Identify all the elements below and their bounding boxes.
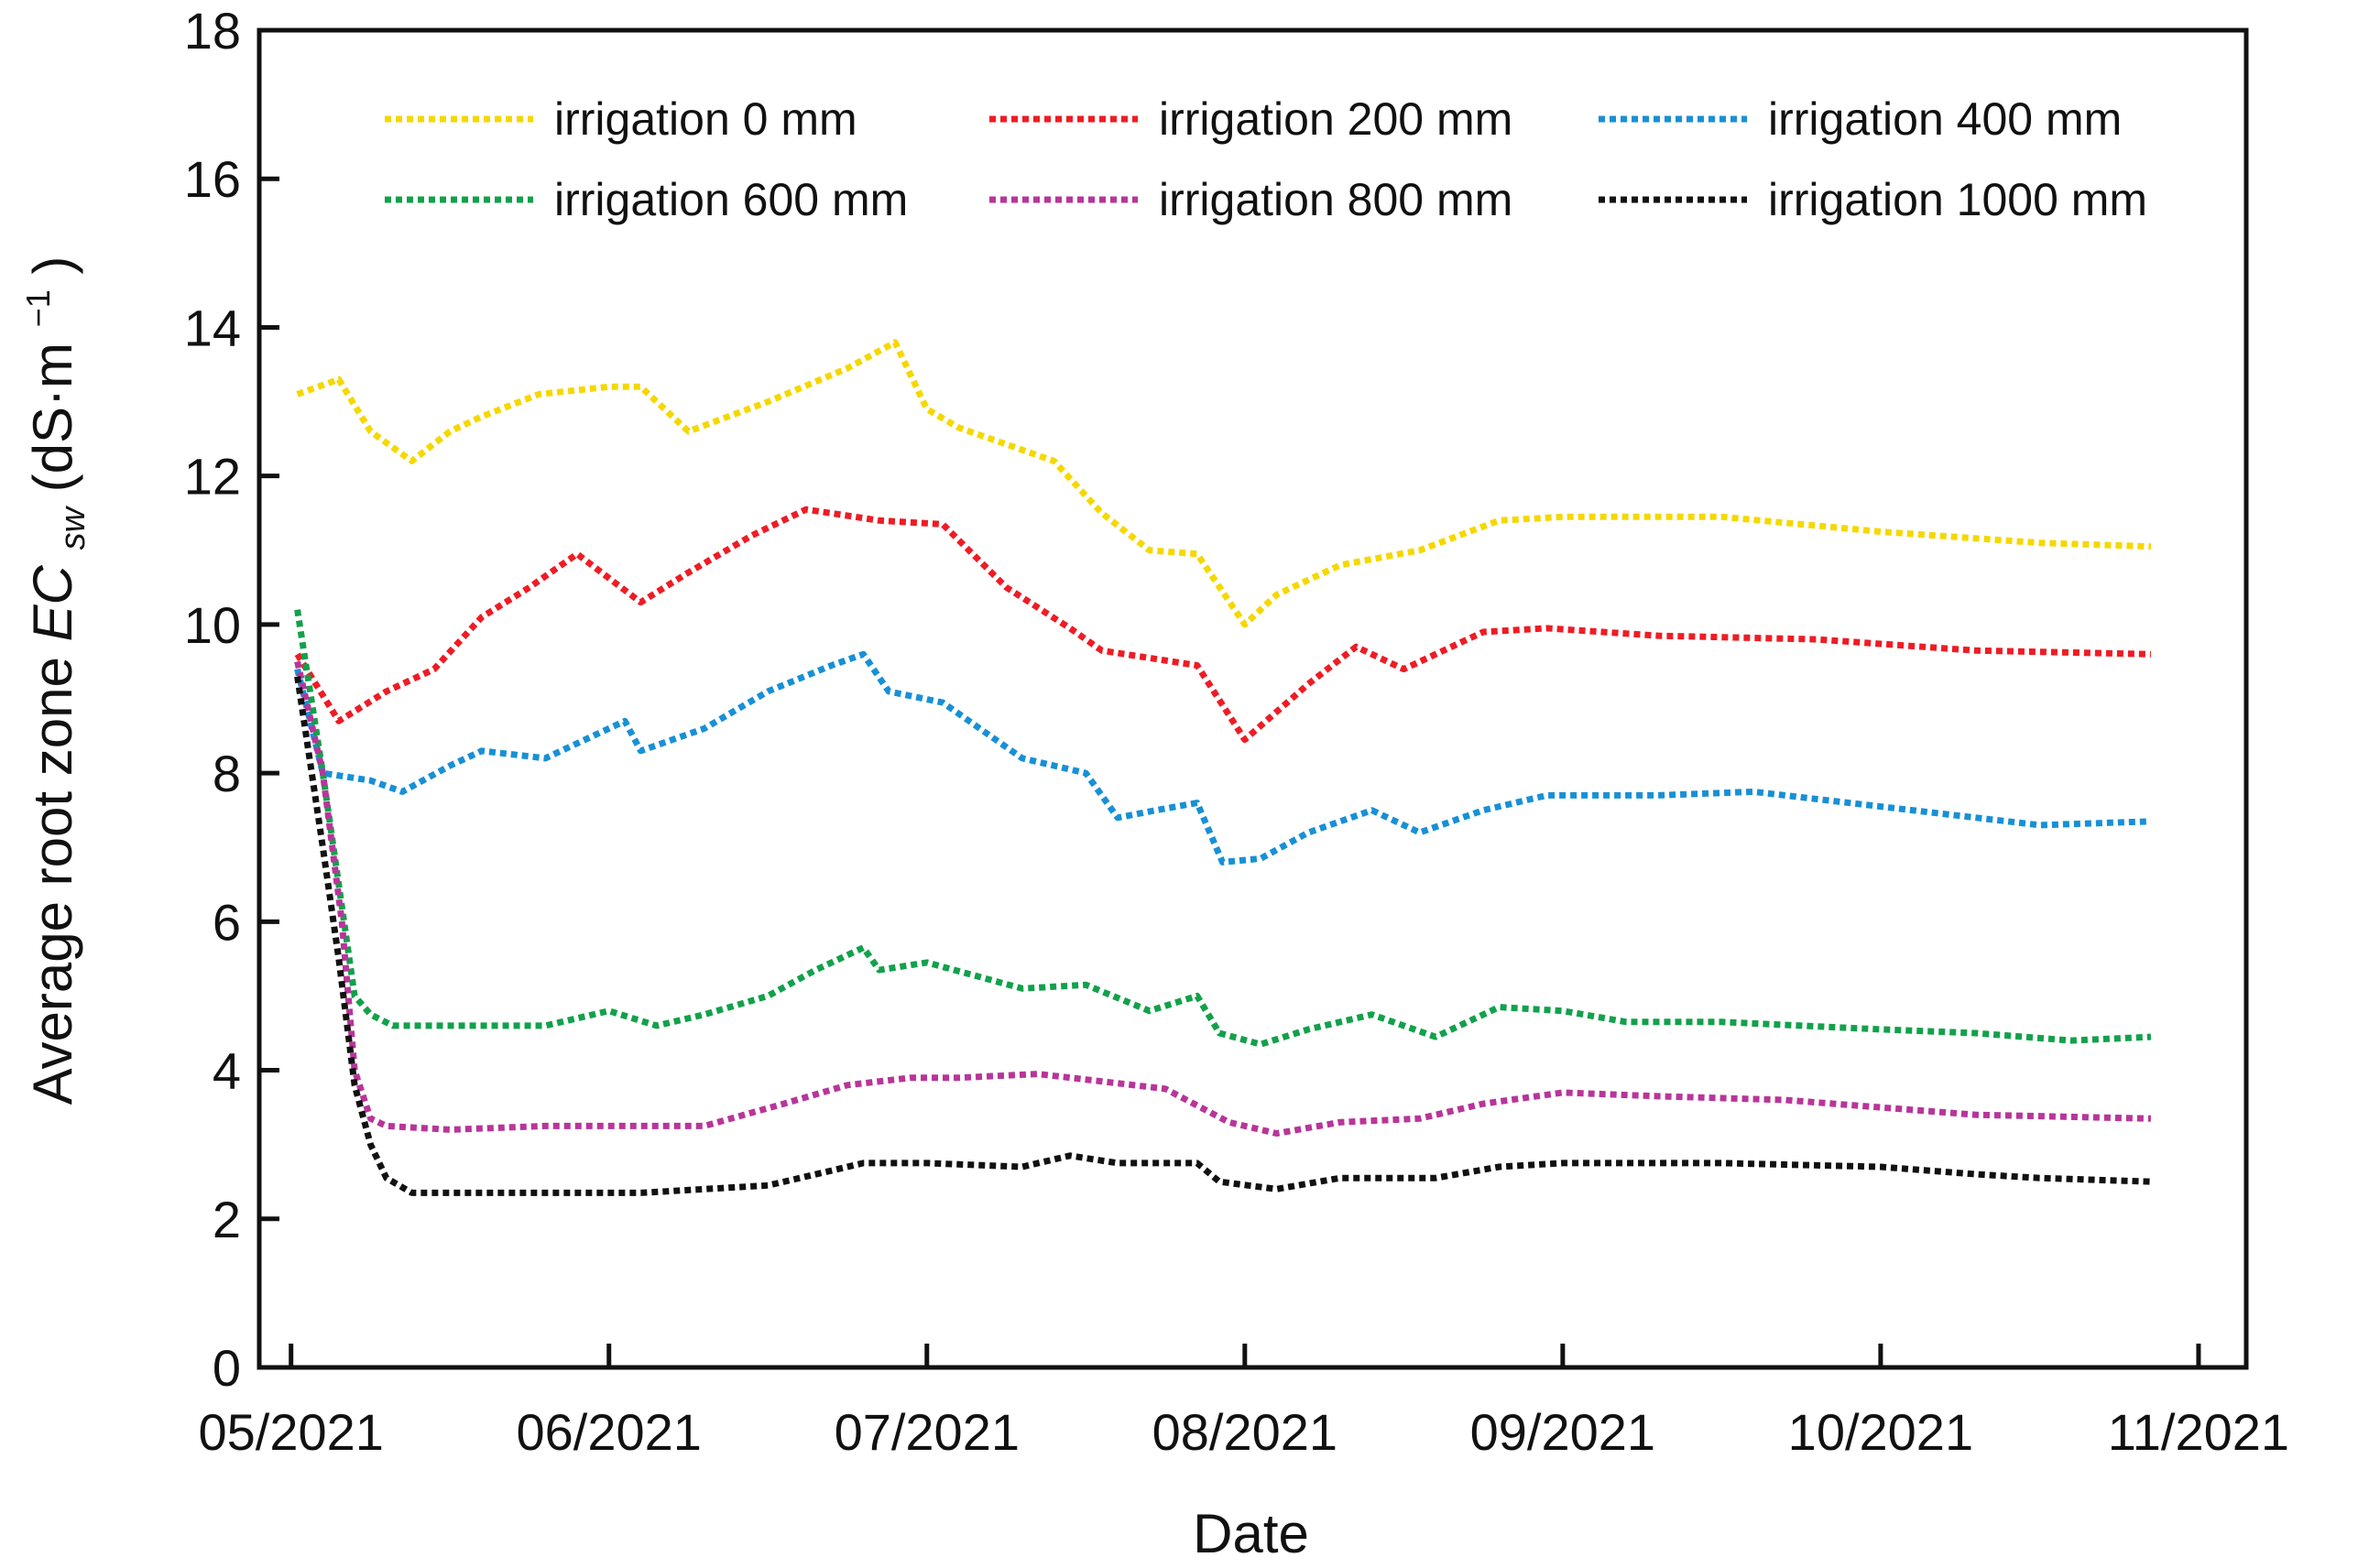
y-axis-title-prefix: Average root zone [22,641,83,1105]
series-layer [294,339,2152,1196]
legend-label-irrigation-400-mm: irrigation 400 mm [1768,93,2122,145]
y-axis: 0 2 4 6 8 10 12 14 16 18 [184,2,279,1397]
x-axis: 05/2021 06/2021 07/2021 08/2021 09/2021 10/20… [198,1344,2289,1461]
y-tick-label-0: 0 [213,1339,241,1397]
y-axis-title: Average root zone EC sw (dS·m −1 ) [0,256,96,1105]
y-tick-label-12: 12 [184,448,241,506]
legend-label-irrigation-1000-mm: irrigation 1000 mm [1768,174,2147,225]
y-tick-label-2: 2 [213,1191,241,1248]
x-tick-label-06-2021: 06/2021 [517,1403,702,1461]
plot-frame [257,27,2249,1370]
y-axis-title-units-superscript: −1 [19,289,57,327]
x-tick-label-08-2021: 08/2021 [1152,1403,1337,1461]
y-axis-title-units: (dS·m [22,343,83,492]
x-tick-label-10-2021: 10/2021 [1788,1403,1973,1461]
x-tick-label-07-2021: 07/2021 [835,1403,1020,1461]
y-tick-label-18: 18 [184,2,241,60]
y-tick-label-10: 10 [184,596,241,654]
legend-label-irrigation-600-mm: irrigation 600 mm [554,174,908,225]
legend: irrigation 0 mm irrigation 200 mm irrigati… [385,93,2147,225]
y-tick-label-4: 4 [213,1042,241,1100]
y-axis-title-variable: EC [22,564,83,641]
legend-label-irrigation-800-mm: irrigation 800 mm [1159,174,1512,225]
series-line-irrigation-800-mm [294,660,2151,1137]
y-axis-title-units-close: ) [22,256,83,275]
x-tick-label-05-2021: 05/2021 [198,1403,383,1461]
series-line-irrigation-400-mm [294,650,2152,866]
series-line-irrigation-600-mm [294,609,2152,1048]
y-tick-label-8: 8 [213,745,241,802]
legend-label-irrigation-200-mm: irrigation 200 mm [1159,93,1512,145]
x-axis-title: Date [1193,1503,1309,1564]
series-line-irrigation-200-mm [294,506,2151,744]
y-tick-label-16: 16 [184,150,241,208]
y-tick-label-6: 6 [213,893,241,951]
x-tick-label-11-2021: 11/2021 [2108,1403,2289,1461]
y-tick-label-14: 14 [184,299,241,356]
series-line-irrigation-0-mm [296,339,2152,628]
x-tick-label-09-2021: 09/2021 [1470,1403,1655,1461]
y-axis-title-subscript: sw [54,505,93,550]
series-line-irrigation-1000-mm [294,676,2152,1196]
legend-label-irrigation-0-mm: irrigation 0 mm [554,93,857,145]
